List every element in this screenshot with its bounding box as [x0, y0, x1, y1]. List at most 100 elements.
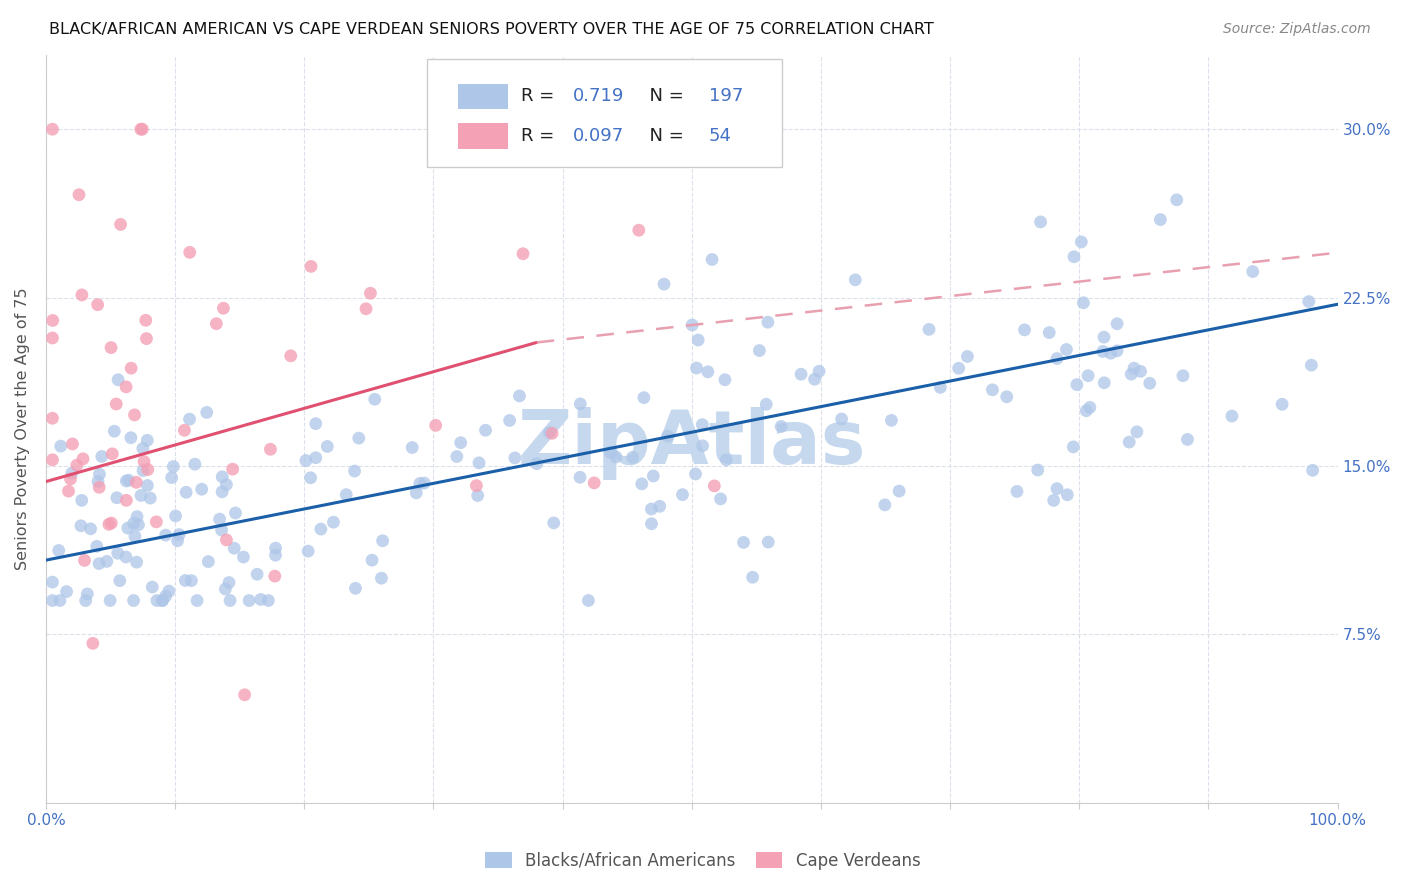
- Point: [354, 301, 377, 316]
- Point: [1066, 377, 1088, 392]
- Point: [184, 457, 207, 471]
- Point: [89, 467, 111, 482]
- Point: [1139, 376, 1161, 391]
- Point: [160, 470, 183, 484]
- Text: BLACK/AFRICAN AMERICAN VS CAPE VERDEAN SENIORS POVERTY OVER THE AGE OF 75 CORREL: BLACK/AFRICAN AMERICAN VS CAPE VERDEAN S…: [49, 22, 934, 37]
- Point: [75, 593, 97, 607]
- Point: [41, 313, 63, 327]
- Point: [218, 575, 240, 590]
- Point: [136, 434, 159, 448]
- Point: [96, 554, 118, 568]
- Point: [1062, 440, 1084, 454]
- Point: [621, 450, 644, 465]
- Point: [157, 584, 180, 599]
- Point: [873, 498, 896, 512]
- Point: [297, 544, 319, 558]
- Point: [90, 450, 112, 464]
- Point: [167, 527, 190, 541]
- Point: [166, 533, 188, 548]
- Point: [179, 412, 201, 426]
- Point: [741, 570, 763, 584]
- Point: [48, 543, 70, 558]
- Point: [543, 516, 565, 530]
- Point: [233, 688, 256, 702]
- Point: [1129, 364, 1152, 378]
- Point: [512, 246, 534, 260]
- FancyBboxPatch shape: [458, 84, 509, 109]
- Point: [87, 557, 110, 571]
- Point: [72, 451, 94, 466]
- Point: [844, 273, 866, 287]
- Point: [446, 450, 468, 464]
- Point: [1078, 401, 1101, 415]
- Point: [1126, 425, 1149, 439]
- Point: [55, 584, 77, 599]
- Point: [150, 593, 173, 607]
- Point: [770, 419, 793, 434]
- Point: [67, 187, 90, 202]
- Point: [162, 459, 184, 474]
- Point: [1099, 346, 1122, 360]
- Point: [246, 567, 269, 582]
- Point: [135, 313, 157, 327]
- Point: [1046, 482, 1069, 496]
- Point: [401, 441, 423, 455]
- Point: [70, 493, 93, 508]
- Point: [135, 332, 157, 346]
- Point: [1121, 367, 1143, 381]
- Point: [86, 298, 108, 312]
- Point: [150, 593, 173, 607]
- Point: [808, 364, 831, 378]
- Point: [105, 397, 128, 411]
- Point: [1070, 235, 1092, 249]
- Point: [643, 469, 665, 483]
- Point: [197, 555, 219, 569]
- Point: [211, 484, 233, 499]
- Point: [640, 502, 662, 516]
- Point: [748, 343, 770, 358]
- Point: [87, 475, 110, 489]
- Text: Source: ZipAtlas.com: Source: ZipAtlas.com: [1223, 22, 1371, 37]
- Point: [1077, 368, 1099, 383]
- Point: [685, 361, 707, 376]
- Point: [468, 456, 491, 470]
- Point: [299, 471, 322, 485]
- Point: [1056, 488, 1078, 502]
- Point: [100, 516, 122, 530]
- Point: [474, 423, 496, 437]
- Point: [981, 383, 1004, 397]
- Point: [696, 365, 718, 379]
- Point: [347, 431, 370, 445]
- Point: [86, 539, 108, 553]
- Point: [657, 429, 679, 443]
- Point: [117, 521, 139, 535]
- Point: [62, 437, 84, 451]
- Point: [343, 464, 366, 478]
- Point: [671, 488, 693, 502]
- Point: [1005, 484, 1028, 499]
- Point: [232, 550, 254, 565]
- Point: [1056, 343, 1078, 357]
- Point: [503, 450, 526, 465]
- Point: [652, 277, 675, 292]
- Point: [127, 517, 149, 532]
- Point: [146, 593, 169, 607]
- Point: [190, 482, 212, 496]
- Point: [125, 509, 148, 524]
- Point: [120, 361, 142, 376]
- Point: [139, 491, 162, 505]
- Point: [129, 488, 152, 502]
- Text: 0.097: 0.097: [574, 127, 624, 145]
- Point: [219, 593, 242, 607]
- Point: [359, 286, 381, 301]
- Point: [66, 458, 89, 473]
- Point: [1301, 358, 1323, 372]
- Point: [918, 322, 941, 336]
- Point: [214, 582, 236, 596]
- Point: [1302, 463, 1324, 477]
- Point: [633, 391, 655, 405]
- Point: [299, 260, 322, 274]
- Point: [115, 493, 138, 508]
- Point: [70, 518, 93, 533]
- Point: [465, 478, 488, 492]
